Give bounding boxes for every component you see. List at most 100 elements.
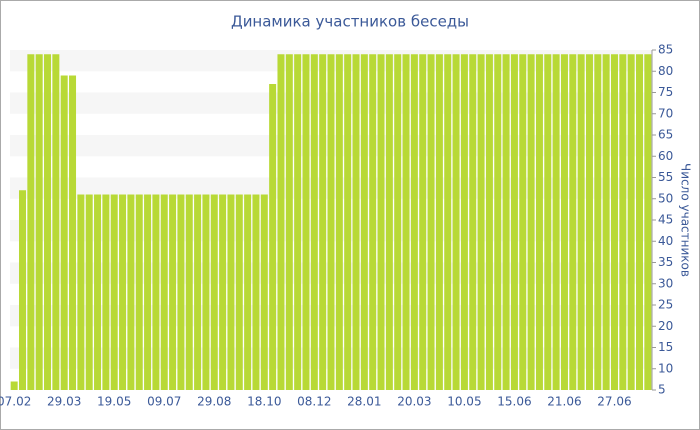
bar xyxy=(127,194,135,390)
bar xyxy=(269,84,277,390)
bar xyxy=(152,194,160,390)
bar xyxy=(610,54,618,390)
y-tick-label: 80 xyxy=(658,64,673,78)
bar xyxy=(310,54,318,390)
bar xyxy=(144,194,152,390)
y-tick-label: 20 xyxy=(658,319,673,333)
bar xyxy=(502,54,510,390)
bar xyxy=(135,194,143,390)
y-tick-label: 10 xyxy=(658,361,673,375)
bar xyxy=(394,54,402,390)
bar xyxy=(260,194,268,390)
bar xyxy=(644,54,652,390)
bar xyxy=(35,54,43,390)
bar xyxy=(119,194,127,390)
bar xyxy=(469,54,477,390)
x-tick-label: 07.02 xyxy=(0,395,31,409)
bar xyxy=(435,54,443,390)
bar xyxy=(452,54,460,390)
bar xyxy=(185,194,193,390)
bar xyxy=(110,194,118,390)
bar xyxy=(277,54,285,390)
bar xyxy=(194,194,202,390)
bar xyxy=(594,54,602,390)
bar xyxy=(285,54,293,390)
y-tick-label: 45 xyxy=(658,213,673,227)
y-tick-label: 15 xyxy=(658,340,673,354)
x-tick-label: 15.06 xyxy=(497,395,531,409)
bar xyxy=(352,54,360,390)
bar xyxy=(627,54,635,390)
bar xyxy=(377,54,385,390)
bar xyxy=(252,194,260,390)
x-tick-label: 29.08 xyxy=(197,395,231,409)
x-tick-label: 20.03 xyxy=(397,395,431,409)
y-tick-label: 50 xyxy=(658,191,673,205)
bar xyxy=(527,54,535,390)
bar xyxy=(160,194,168,390)
bar xyxy=(169,194,177,390)
bar xyxy=(235,194,243,390)
bar xyxy=(585,54,593,390)
x-tick-label: 19.05 xyxy=(97,395,131,409)
bar xyxy=(10,381,18,390)
x-tick-label: 18.10 xyxy=(247,395,281,409)
chart-title: Динамика участников беседы xyxy=(231,13,469,31)
bar xyxy=(94,194,102,390)
bar xyxy=(210,194,218,390)
bar xyxy=(27,54,35,390)
bar xyxy=(177,194,185,390)
bar xyxy=(485,54,493,390)
bar xyxy=(510,54,518,390)
y-tick-label: 5 xyxy=(658,383,666,397)
x-tick-label: 21.06 xyxy=(547,395,581,409)
bar xyxy=(335,54,343,390)
y-tick-label: 85 xyxy=(658,43,673,57)
y-tick-label: 60 xyxy=(658,149,673,163)
bar xyxy=(519,54,527,390)
bar xyxy=(85,194,93,390)
bar xyxy=(244,194,252,390)
bar xyxy=(444,54,452,390)
x-tick-label: 28.01 xyxy=(347,395,381,409)
y-tick-label: 35 xyxy=(658,255,673,269)
bar xyxy=(319,54,327,390)
bar xyxy=(44,54,52,390)
bar xyxy=(294,54,302,390)
bar xyxy=(560,54,568,390)
y-tick-label: 55 xyxy=(658,170,673,184)
bar xyxy=(535,54,543,390)
bar xyxy=(494,54,502,390)
bar xyxy=(60,75,68,390)
bar xyxy=(552,54,560,390)
y-axis-label: Число участников xyxy=(679,163,693,277)
bar xyxy=(544,54,552,390)
bar xyxy=(227,194,235,390)
bar xyxy=(577,54,585,390)
y-tick-label: 40 xyxy=(658,234,673,248)
y-tick-label: 75 xyxy=(658,85,673,99)
bar xyxy=(427,54,435,390)
x-tick-label: 10.05 xyxy=(447,395,481,409)
bar xyxy=(302,54,310,390)
bar xyxy=(419,54,427,390)
bar xyxy=(219,194,227,390)
x-tick-label: 29.03 xyxy=(47,395,81,409)
x-tick-label: 27.06 xyxy=(597,395,631,409)
bar xyxy=(327,54,335,390)
bar xyxy=(360,54,368,390)
bar xyxy=(52,54,60,390)
bar xyxy=(385,54,393,390)
bar xyxy=(202,194,210,390)
y-tick-label: 70 xyxy=(658,106,673,120)
bar xyxy=(344,54,352,390)
bar xyxy=(477,54,485,390)
x-tick-label: 09.07 xyxy=(147,395,181,409)
y-tick-label: 25 xyxy=(658,298,673,312)
bar xyxy=(460,54,468,390)
bar xyxy=(369,54,377,390)
bar xyxy=(77,194,85,390)
bar xyxy=(69,75,77,390)
y-tick-label: 65 xyxy=(658,128,673,142)
